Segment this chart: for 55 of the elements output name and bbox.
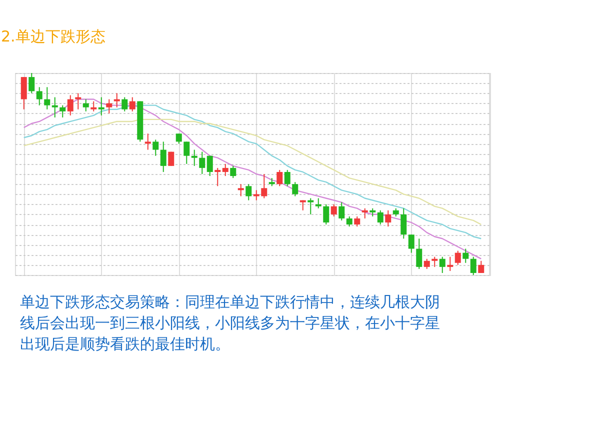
- candlestick: [168, 151, 174, 166]
- candlestick: [470, 256, 476, 276]
- candlestick: [222, 163, 228, 177]
- candlestick: [52, 96, 58, 118]
- candlestick: [122, 96, 128, 112]
- candlestick: [199, 151, 206, 174]
- candlestick: [432, 256, 438, 268]
- candlestick: [67, 94, 74, 116]
- candlestick: [28, 72, 35, 94]
- candlestick: [60, 104, 66, 118]
- candlestick: [114, 92, 120, 108]
- chart-title: 2.单边下跌形态: [1, 28, 106, 46]
- candlestick: [408, 234, 414, 254]
- candlestick: [284, 169, 290, 187]
- candlestick: [98, 96, 104, 116]
- candlestick: [176, 133, 182, 144]
- candlestick: [338, 202, 345, 221]
- candlestick: [462, 248, 469, 264]
- candlestick: [416, 238, 422, 270]
- text: 单边下跌形态交易策略：同理在单边下跌行情中，连续几根大阴线后会出现一到三根小阳线，小阳线多为十字星状，在小十字星出现后是顺势看跌的最佳时机。: [20, 293, 440, 353]
- candlestick: [191, 149, 198, 166]
- candlestick: [144, 133, 151, 150]
- candlestick: [82, 98, 89, 112]
- candlestick: [330, 204, 337, 217]
- candlestick: [75, 92, 82, 110]
- candlestick: [362, 208, 368, 219]
- candlestick: [292, 182, 298, 197]
- candlestick: [129, 96, 136, 112]
- candlestick: [454, 250, 461, 266]
- candlestick: [230, 165, 236, 179]
- candlestick: [160, 141, 166, 172]
- candlestick: [323, 204, 330, 225]
- candlestick: [276, 169, 283, 187]
- candlestick: [377, 210, 384, 225]
- candlestick: [354, 216, 360, 228]
- candlestick: [447, 256, 454, 272]
- candlestick: [106, 98, 112, 114]
- candlestick: [246, 184, 252, 201]
- candlestick: [315, 198, 322, 209]
- candlestick: [184, 141, 190, 164]
- candlestick: [308, 198, 314, 215]
- candlestick: [214, 167, 221, 187]
- candlestick: [206, 155, 213, 177]
- candlestick: [424, 258, 430, 270]
- candlestick: [36, 86, 42, 106]
- candlestick: [152, 139, 159, 156]
- candlestick: [44, 86, 50, 110]
- candlestick: [385, 210, 392, 228]
- candlestick: [20, 76, 27, 110]
- candlestick: [346, 216, 352, 228]
- candlestick: [400, 208, 407, 240]
- candlestick: [478, 260, 484, 274]
- candlestick: [90, 100, 97, 112]
- candlestick: [439, 256, 446, 274]
- candlestick: [238, 184, 244, 197]
